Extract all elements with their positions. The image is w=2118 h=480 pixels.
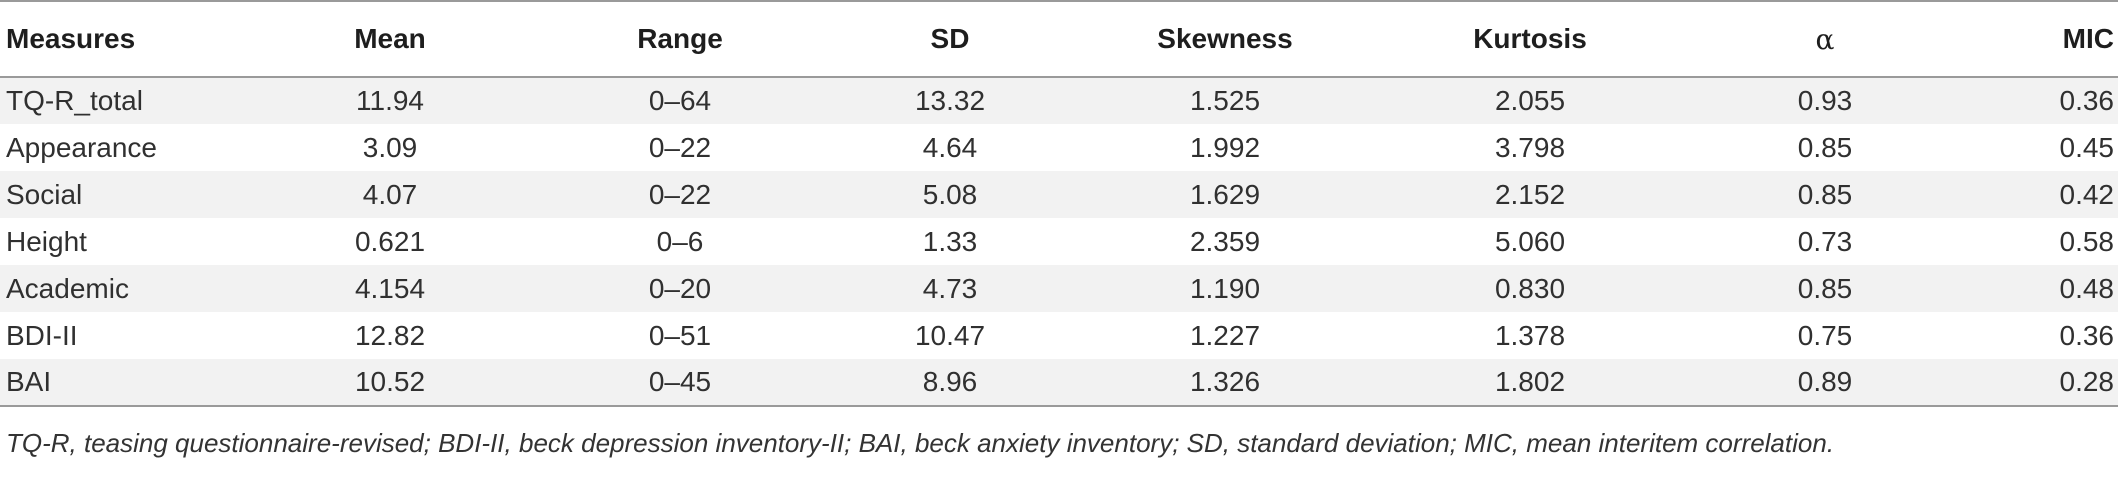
cell-skewness: 1.326 xyxy=(1070,359,1380,407)
cell-range: 0–64 xyxy=(530,77,830,124)
cell-kurtosis: 1.378 xyxy=(1494,319,1566,351)
header-row: Measures Mean Range SD Skewness Kurtosis… xyxy=(0,0,2118,78)
cell-range: 0–6 xyxy=(656,225,704,257)
header-measures: Measures xyxy=(0,0,250,78)
cell-sd: 13.32 xyxy=(830,77,1070,124)
cell-range: 0–45 xyxy=(530,359,830,407)
cell-sd: 4.73 xyxy=(830,265,1070,312)
cell-sd: 4.64 xyxy=(922,131,978,163)
cell-alpha: 0.85 xyxy=(1680,171,1970,218)
table-row: Social 4.07 0–22 5.08 1.629 2.152 0.85 0… xyxy=(0,171,2118,218)
cell-mic: 0.36 xyxy=(1970,77,2118,124)
cell-mean: 11.94 xyxy=(250,77,530,124)
table-footnote: TQ-R, teasing questionnaire-revised; BDI… xyxy=(6,428,1835,458)
cell-measure: Height xyxy=(6,225,87,257)
table-row: TQ-R_total 11.94 0–64 13.32 1.525 2.055 … xyxy=(0,77,2118,124)
cell-measure: Academic xyxy=(0,265,250,312)
header-skewness: Skewness xyxy=(1070,0,1380,78)
cell-mean: 4.154 xyxy=(250,265,530,312)
cell-mic: 0.36 xyxy=(2059,319,2115,351)
header-mean: Mean xyxy=(250,0,530,78)
cell-mean: 12.82 xyxy=(354,319,426,351)
cell-measure: BAI xyxy=(0,359,250,407)
cell-range: 0–51 xyxy=(648,319,712,351)
cell-sd: 5.08 xyxy=(830,171,1070,218)
cell-skewness: 1.227 xyxy=(1189,319,1261,351)
cell-alpha: 0.85 xyxy=(1797,131,1853,163)
cell-measure: Appearance xyxy=(6,131,158,163)
cell-mic: 0.48 xyxy=(1970,265,2118,312)
cell-kurtosis: 0.830 xyxy=(1380,265,1680,312)
cell-range: 0–22 xyxy=(530,171,830,218)
cell-mic: 0.42 xyxy=(1970,171,2118,218)
header-sd: SD xyxy=(830,0,1070,78)
cell-measure: BDI-II xyxy=(6,319,78,351)
cell-mean: 10.52 xyxy=(250,359,530,407)
cell-measure: Social xyxy=(0,171,250,218)
cell-alpha: 0.89 xyxy=(1680,359,1970,407)
cell-sd: 8.96 xyxy=(830,359,1070,407)
cell-skewness: 1.190 xyxy=(1070,265,1380,312)
table-row: Appearance 3.09 0–22 4.64 1.992 3.798 0.… xyxy=(0,124,2118,171)
table-row: BDI-II 12.82 0–51 10.47 1.227 1.378 0.75… xyxy=(0,312,2118,359)
cell-kurtosis: 3.798 xyxy=(1494,131,1566,163)
header-range: Range xyxy=(530,0,830,78)
cell-sd: 1.33 xyxy=(922,225,978,257)
cell-alpha: 0.85 xyxy=(1680,265,1970,312)
cell-alpha: 0.75 xyxy=(1797,319,1853,351)
cell-mean: 4.07 xyxy=(250,171,530,218)
cell-skewness: 1.992 xyxy=(1189,131,1261,163)
cell-kurtosis: 1.802 xyxy=(1380,359,1680,407)
cell-mic: 0.58 xyxy=(2059,225,2115,257)
cell-sd: 10.47 xyxy=(914,319,986,351)
header-kurtosis: Kurtosis xyxy=(1380,0,1680,78)
cell-kurtosis: 2.152 xyxy=(1380,171,1680,218)
cell-kurtosis: 2.055 xyxy=(1380,77,1680,124)
cell-mean: 3.09 xyxy=(362,131,418,163)
cell-skewness: 1.525 xyxy=(1070,77,1380,124)
header-alpha: α xyxy=(1680,0,1970,78)
header-mic: MIC xyxy=(1970,0,2118,78)
descriptive-statistics-table: Measures Mean Range SD Skewness Kurtosis… xyxy=(0,0,2118,407)
cell-alpha: 0.73 xyxy=(1797,225,1853,257)
cell-range: 0–22 xyxy=(648,131,712,163)
cell-skewness: 2.359 xyxy=(1189,225,1261,257)
table-row: Academic 4.154 0–20 4.73 1.190 0.830 0.8… xyxy=(0,265,2118,312)
table-container: Measures Mean Range SD Skewness Kurtosis… xyxy=(0,0,2118,407)
cell-kurtosis: 5.060 xyxy=(1494,225,1566,257)
cell-mic: 0.45 xyxy=(2059,131,2115,163)
table-row: Height 0.621 0–6 1.33 2.359 5.060 0.73 0… xyxy=(0,218,2118,265)
cell-range: 0–20 xyxy=(530,265,830,312)
table-row: BAI 10.52 0–45 8.96 1.326 1.802 0.89 0.2… xyxy=(0,359,2118,407)
cell-mic: 0.28 xyxy=(1970,359,2118,407)
cell-mean: 0.621 xyxy=(354,225,426,257)
cell-skewness: 1.629 xyxy=(1070,171,1380,218)
cell-alpha: 0.93 xyxy=(1680,77,1970,124)
cell-measure: TQ-R_total xyxy=(0,77,250,124)
